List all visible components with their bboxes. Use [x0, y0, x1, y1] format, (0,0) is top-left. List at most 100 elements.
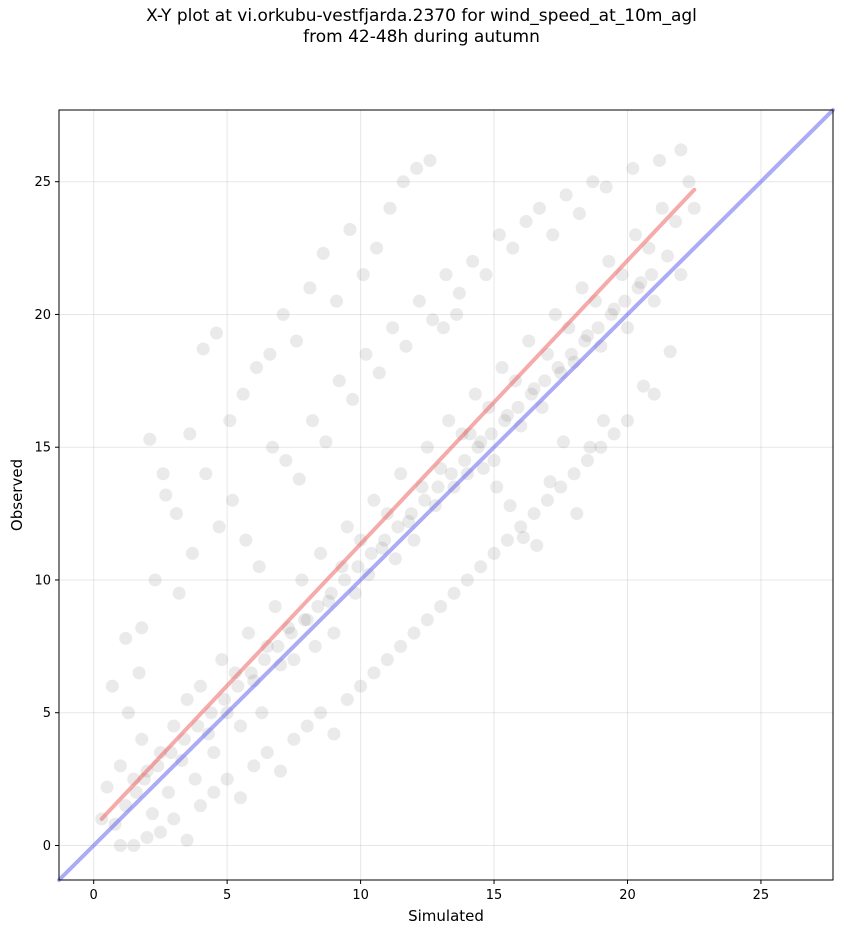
data-point — [340, 692, 354, 706]
data-point — [391, 520, 405, 534]
x-axis-label: Simulated — [408, 907, 484, 925]
data-point — [340, 520, 354, 534]
data-point — [647, 387, 661, 401]
x-tick-label: 5 — [223, 888, 231, 903]
data-point — [426, 313, 440, 327]
data-point — [653, 153, 667, 167]
data-point — [252, 560, 266, 574]
data-point — [570, 507, 584, 521]
data-point — [540, 493, 554, 507]
data-point — [330, 294, 344, 308]
data-point — [209, 326, 223, 340]
data-point — [127, 838, 141, 852]
data-point — [380, 653, 394, 667]
data-point — [599, 180, 613, 194]
data-point — [396, 175, 410, 189]
data-point — [524, 387, 538, 401]
data-point — [503, 499, 517, 513]
data-point — [580, 453, 594, 467]
data-point — [135, 621, 149, 635]
data-point — [514, 520, 528, 534]
data-point — [572, 207, 586, 221]
data-point — [207, 746, 221, 760]
chart-title: X-Y plot at vi.orkubu-vestfjarda.2370 fo… — [146, 6, 697, 26]
data-point — [500, 533, 514, 547]
data-point — [207, 785, 221, 799]
data-point — [180, 833, 194, 847]
data-point — [423, 153, 437, 167]
identity-line — [57, 108, 835, 882]
data-point — [618, 294, 632, 308]
data-point — [370, 241, 384, 255]
data-point — [602, 254, 616, 268]
data-point — [404, 507, 418, 521]
data-point — [591, 321, 605, 335]
data-point — [402, 515, 416, 529]
y-tick-label: 0 — [43, 839, 51, 854]
data-point — [338, 573, 352, 587]
data-point — [236, 387, 250, 401]
data-point — [255, 706, 269, 720]
data-point — [637, 379, 651, 393]
data-point — [394, 467, 408, 481]
data-point — [628, 228, 642, 242]
data-point — [442, 414, 456, 428]
data-point — [474, 435, 488, 449]
data-point — [626, 161, 640, 175]
data-point — [479, 268, 493, 282]
data-point — [129, 785, 143, 799]
data-point — [500, 408, 514, 422]
scatter-points — [95, 143, 701, 852]
y-axis-label: Observed — [8, 459, 26, 531]
data-point — [161, 785, 175, 799]
data-point — [300, 719, 314, 733]
data-point — [220, 772, 234, 786]
data-point — [327, 626, 341, 640]
data-point — [260, 639, 274, 653]
data-point — [394, 639, 408, 653]
data-point — [148, 573, 162, 587]
data-point — [687, 201, 701, 215]
data-point — [327, 727, 341, 741]
data-point — [241, 626, 255, 640]
data-point — [356, 268, 370, 282]
data-point — [188, 772, 202, 786]
data-point — [303, 281, 317, 295]
data-point — [551, 361, 565, 375]
grid — [59, 110, 833, 880]
data-point — [410, 161, 424, 175]
y-tick-label: 10 — [34, 573, 51, 588]
data-point — [276, 307, 290, 321]
data-point — [439, 268, 453, 282]
data-point — [447, 586, 461, 600]
data-point — [484, 427, 498, 441]
data-point — [519, 215, 533, 229]
data-point — [586, 175, 600, 189]
data-point — [193, 799, 207, 813]
plot-area-frame — [58, 109, 834, 881]
data-point — [306, 414, 320, 428]
reference-lines — [57, 108, 835, 882]
data-point — [244, 666, 258, 680]
data-point — [527, 382, 541, 396]
data-point — [452, 286, 466, 300]
x-tick-label: 0 — [90, 888, 98, 903]
data-point — [271, 639, 285, 653]
data-point — [263, 347, 277, 361]
data-point — [511, 400, 525, 414]
data-point — [388, 552, 402, 566]
data-point — [322, 594, 336, 608]
data-point — [284, 626, 298, 640]
data-point — [655, 201, 669, 215]
data-point — [661, 249, 675, 263]
x-tick-label: 25 — [753, 888, 770, 903]
data-point — [367, 493, 381, 507]
data-point — [105, 679, 119, 693]
data-point — [121, 706, 135, 720]
data-point — [233, 791, 247, 805]
data-point — [143, 432, 157, 446]
data-point — [476, 461, 490, 475]
data-point — [167, 812, 181, 826]
data-point — [298, 613, 312, 627]
data-point — [647, 294, 661, 308]
